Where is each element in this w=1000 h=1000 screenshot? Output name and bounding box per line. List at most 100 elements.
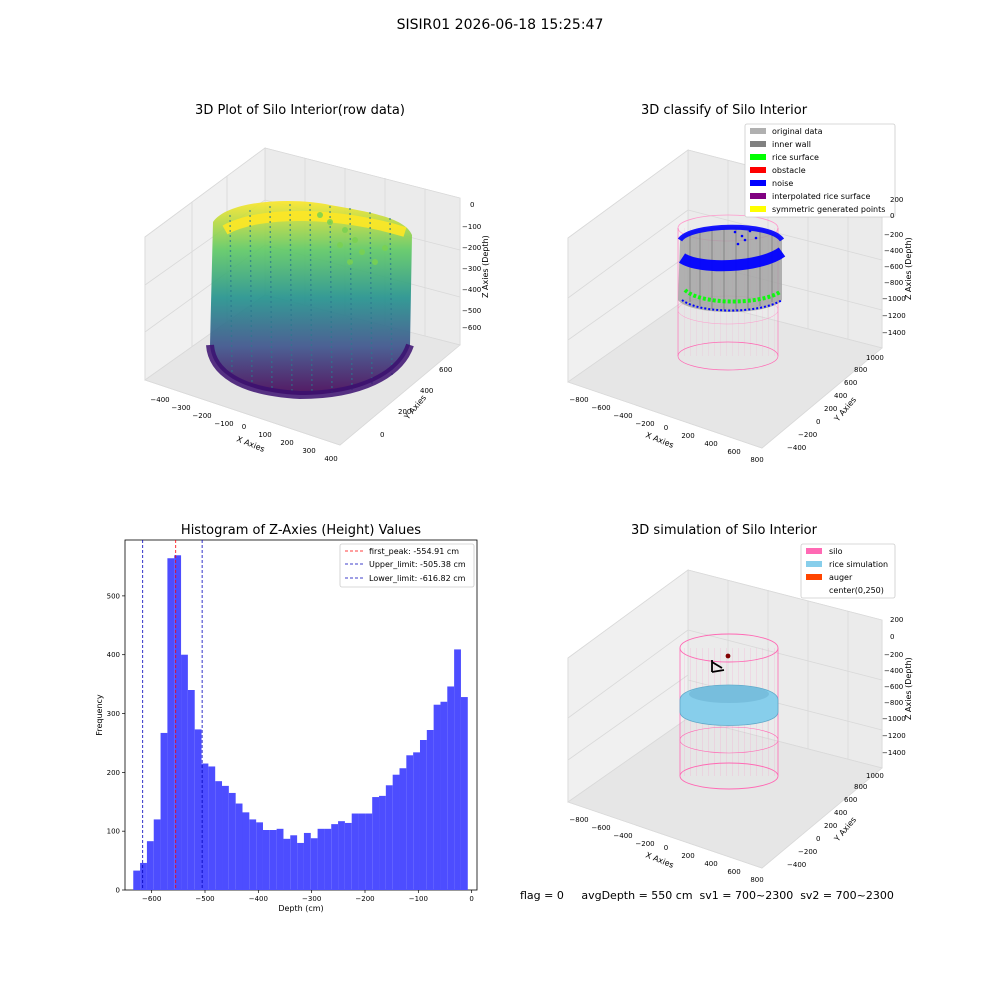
panel2-x-ticks: −800 −600 −400 −200 0 200 400 600 800 [569,396,763,464]
p2-ztick: −600 [884,263,903,271]
panel2-title: 3D classify of Silo Interior [640,103,808,118]
hist-bar [460,697,468,890]
hist-bar [140,862,147,890]
center-marker [725,653,731,659]
hist-xtick-label: −100 [409,895,428,903]
p4-xtick: −600 [591,824,610,832]
panel4-auger [711,660,725,673]
hist-ytick-label: 400 [107,651,120,659]
p2-xtick: 800 [750,456,763,464]
hist-bar [351,813,359,890]
p2-ztick: 0 [890,212,894,220]
legend-swatch-rice-simulation [806,561,822,567]
p2-xtick: −600 [591,404,610,412]
p1-xtick: 0 [242,423,246,431]
panel4-title: 3D simulation of Silo Interior [631,523,817,538]
p1-ytick: 600 [439,366,452,374]
hist-bar [181,654,188,890]
hist-bar [283,838,291,890]
p2-xtick: 0 [664,424,668,432]
hist-bars [133,555,468,890]
hist-bar [338,821,345,890]
p4-ytick: 200 [824,822,837,830]
p1-xtick: −100 [214,420,233,428]
hist-bar [146,841,154,890]
hist-y-ticks: 0 100 200 300 400 500 [107,592,125,895]
legend-label: symmetric generated points [772,205,885,214]
hist-bar [269,830,277,890]
p4-ytick: 400 [834,809,847,817]
hist-bar [208,766,216,890]
panel1-title: 3D Plot of Silo Interior(row data) [195,103,405,118]
legend-swatch-obstacle [750,167,766,173]
p2-ytick: 600 [844,379,857,387]
hist-bar [249,819,257,890]
p2-xtick: −800 [569,396,588,404]
panel4-y-ticks: −400 −200 0 200 400 600 800 1000 [787,772,884,869]
p4-ytick: 800 [854,783,867,791]
legend-label: noise [772,179,793,188]
p1-ytick: 400 [420,387,433,395]
hist-bar [447,686,455,890]
p4-ztick: −1200 [882,732,906,740]
hist-bar [297,842,304,890]
p2-xtick: −200 [635,420,654,428]
p2-ztick: −800 [884,279,903,287]
hist-bar [385,785,393,890]
hist-xtick-label: 0 [469,895,473,903]
p4-xtick: −800 [569,816,588,824]
p2-ytick: 0 [816,418,820,426]
legend-label: Upper_limit: -505.38 cm [369,560,466,569]
p4-ztick: −1400 [882,749,906,757]
hist-bar [324,828,332,890]
legend-swatch-noise [750,180,766,186]
legend-swatch-symmetric [750,206,766,212]
p2-ztick: 200 [890,196,903,204]
panel2-3d-plot: original data inner wall rice surface ob… [567,123,913,464]
hist-bar [358,813,366,890]
legend-swatch-inner-wall [750,141,766,147]
hist-bar [413,752,420,890]
panel4-x-ticks: −800 −600 −400 −200 0 200 400 600 800 [569,816,763,884]
legend-label: auger [829,573,853,582]
hist-ytick-label: 300 [107,710,120,718]
hist-bar [406,755,414,890]
legend-label: original data [772,127,823,136]
hist-bar [201,763,209,890]
hist-xtick-label: −500 [195,895,214,903]
legend-swatch-rice-surface [750,154,766,160]
panel4-legend: silo rice simulation auger center(0,250) [800,543,896,599]
p2-zlabel: Z Axies (Depth) [904,237,913,300]
legend-swatch-original-data [750,128,766,134]
p1-ztick: −500 [462,307,481,315]
p1-xtick: −400 [150,396,169,404]
hist-bar [290,835,298,890]
panel4-z-ticks: 200 0 −200 −400 −600 −800 −1000 −1200 −1… [882,616,906,757]
p2-ztick: −1000 [882,295,906,303]
panel1-point-cloud [206,200,414,400]
p1-zlabel: Z Axies (Depth) [481,235,490,298]
hist-ylabel: Frequency [95,694,104,736]
hist-bar [344,822,352,890]
legend-label: silo [829,547,843,556]
p1-xtick: 200 [280,439,293,447]
p4-xtick: −200 [635,840,654,848]
p1-ytick: 0 [380,431,384,439]
p2-xtick: 200 [681,432,694,440]
hist-bar [331,824,339,890]
hist-bar [365,813,373,890]
hist-bar [133,870,141,890]
legend-swatch-silo [806,548,822,554]
p4-xlabel: X Axies [644,851,675,870]
p1-ztick: −200 [462,244,481,252]
legend-label: rice simulation [829,560,888,569]
hist-legend: first_peak: -554.91 cm Upper_limit: -505… [339,543,475,588]
p4-ztick: −600 [884,683,903,691]
hist-bar [454,649,461,890]
panel4-rice-simulation [679,684,779,726]
hist-xlabel: Depth (cm) [278,904,323,913]
panel2-y-ticks: −400 −200 0 200 400 600 800 1000 [787,354,884,452]
hist-bar [440,701,448,890]
hist-xtick-label: −200 [355,895,374,903]
